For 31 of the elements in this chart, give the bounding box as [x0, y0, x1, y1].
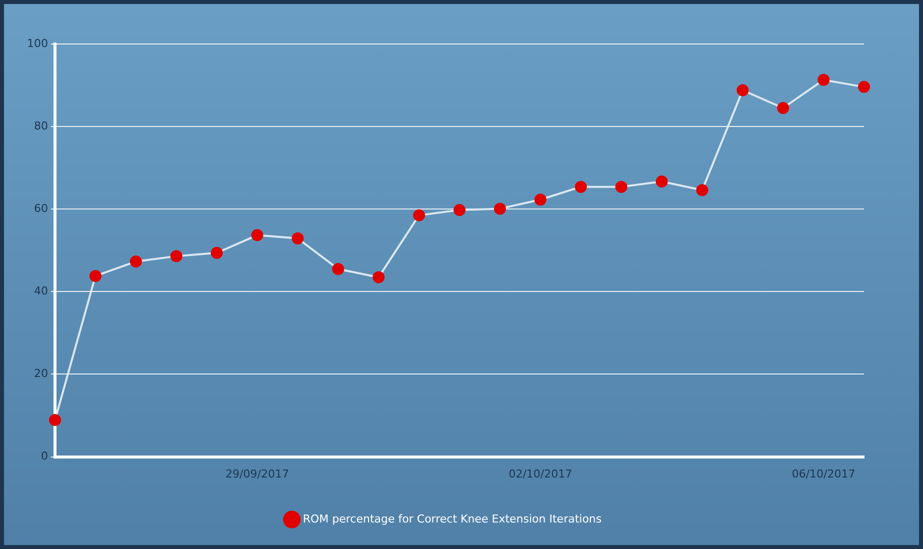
- x-tick-label: 29/09/2017: [226, 467, 289, 480]
- y-tick-label: 80: [34, 119, 48, 132]
- point: [454, 204, 466, 216]
- point: [736, 84, 749, 96]
- x-tick-label: 02/10/2017: [508, 467, 572, 480]
- x-tick-label: 06/10/2017: [792, 467, 856, 480]
- point: [818, 74, 830, 86]
- point: [48, 414, 61, 426]
- y-tick-label: 40: [34, 284, 48, 298]
- point: [656, 175, 668, 188]
- point: [130, 256, 142, 268]
- point: [332, 262, 344, 275]
- point: [372, 271, 385, 284]
- y-tick-label: 100: [26, 36, 48, 50]
- y-tick-label: 60: [34, 202, 48, 215]
- point: [170, 250, 182, 262]
- point: [615, 180, 628, 193]
- point: [494, 202, 506, 215]
- y-tick-label: 20: [34, 367, 48, 380]
- point: [574, 180, 587, 193]
- y-tick-label: 0: [40, 450, 48, 463]
- point: [777, 102, 790, 114]
- point: [696, 184, 708, 196]
- point: [413, 209, 426, 222]
- point: [858, 80, 870, 93]
- point: [292, 232, 304, 244]
- legend-label: ROM percentage for Correct Knee Extension Iterations: [302, 512, 602, 526]
- point: [210, 246, 223, 259]
- point: [89, 270, 102, 282]
- point: [251, 229, 264, 242]
- point: [534, 194, 546, 206]
